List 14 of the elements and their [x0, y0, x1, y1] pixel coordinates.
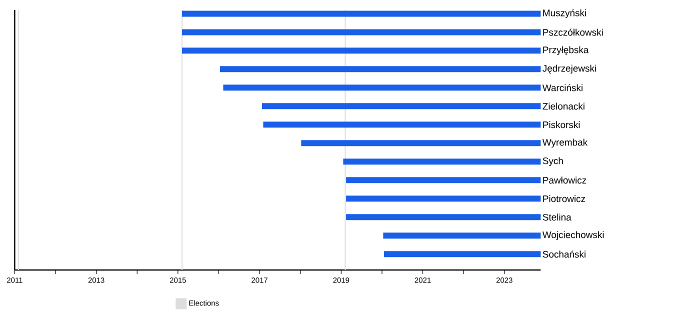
y-tick-label: Muszyński	[543, 9, 586, 18]
y-tick-label: Wojciechowski	[542, 231, 604, 240]
y-tick-label: Pszczółkowski	[543, 28, 603, 36]
y-tick-label: Sych	[542, 157, 563, 166]
y-tick-label: Przyłębska	[543, 46, 589, 56]
y-tick-label: Stelina	[542, 214, 572, 221]
y-tick-label: Jędrzejewski	[542, 64, 596, 74]
y-tick-label: Wyrembak	[542, 138, 588, 148]
y-tick-label: Pawłowicz	[543, 176, 586, 184]
y-tick-label: Piskorski	[543, 121, 580, 128]
y-tick-label: Warciński	[542, 84, 582, 92]
y-tick-label: Piotrowicz	[543, 195, 586, 202]
y-tick-label: Sochański	[542, 250, 586, 258]
y-tick-label: Zielonacki	[542, 102, 584, 110]
